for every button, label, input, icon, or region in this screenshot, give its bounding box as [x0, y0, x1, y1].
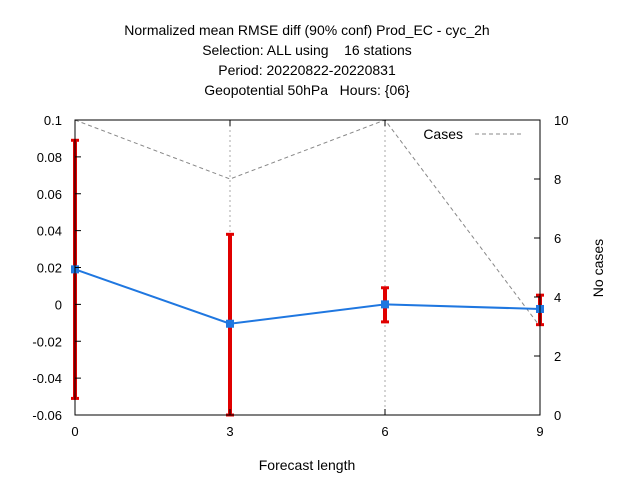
grid [229, 120, 386, 415]
axis-ticks: 0 3 6 9 0.1 0.08 0.06 0.04 0.02 0 -0.02 -0.04 -0.06 0… [32, 113, 568, 439]
y2-tick-label: 8 [554, 172, 561, 187]
y-tick-label: -0.06 [32, 408, 62, 423]
y2-tick-label: 10 [554, 113, 568, 128]
y-tick-label: 0.06 [37, 187, 62, 202]
y2-tick-label: 0 [554, 408, 561, 423]
x-tick-label: 0 [71, 424, 78, 439]
x-tick-label: 6 [381, 424, 388, 439]
title-line-2: Selection: ALL using 16 stations [202, 42, 412, 58]
legend: Cases [423, 126, 521, 142]
plot-frame [74, 119, 541, 416]
y-tick-label: 0.04 [37, 224, 62, 239]
title-line-4: Geopotential 50hPa Hours: {06} [204, 82, 410, 98]
x-tick-label: 9 [536, 424, 543, 439]
title-line-3: Period: 20220822-20220831 [218, 62, 396, 78]
chart-title: Normalized mean RMSE diff (90% conf) Pro… [124, 22, 489, 98]
legend-label-cases: Cases [423, 126, 463, 142]
y2-axis-label: No cases [590, 239, 606, 297]
series-cases-line [74, 119, 541, 327]
series-main-line [74, 268, 541, 325]
y-tick-label: 0.02 [37, 261, 62, 276]
title-line-1: Normalized mean RMSE diff (90% conf) Pro… [124, 22, 489, 38]
y-tick-label: 0 [55, 297, 62, 312]
y-tick-label: -0.04 [32, 371, 62, 386]
y-tick-label: -0.02 [32, 334, 62, 349]
y2-tick-label: 4 [554, 290, 561, 305]
data-point [381, 300, 389, 309]
y-tick-label: 0.1 [44, 113, 62, 128]
x-tick-label: 3 [226, 424, 233, 439]
y2-tick-label: 6 [554, 231, 561, 246]
series-layer [71, 119, 544, 417]
y2-tick-label: 2 [554, 349, 561, 364]
data-point [226, 319, 234, 328]
y-tick-label: 0.08 [37, 150, 62, 165]
x-axis-label: Forecast length [259, 457, 356, 473]
